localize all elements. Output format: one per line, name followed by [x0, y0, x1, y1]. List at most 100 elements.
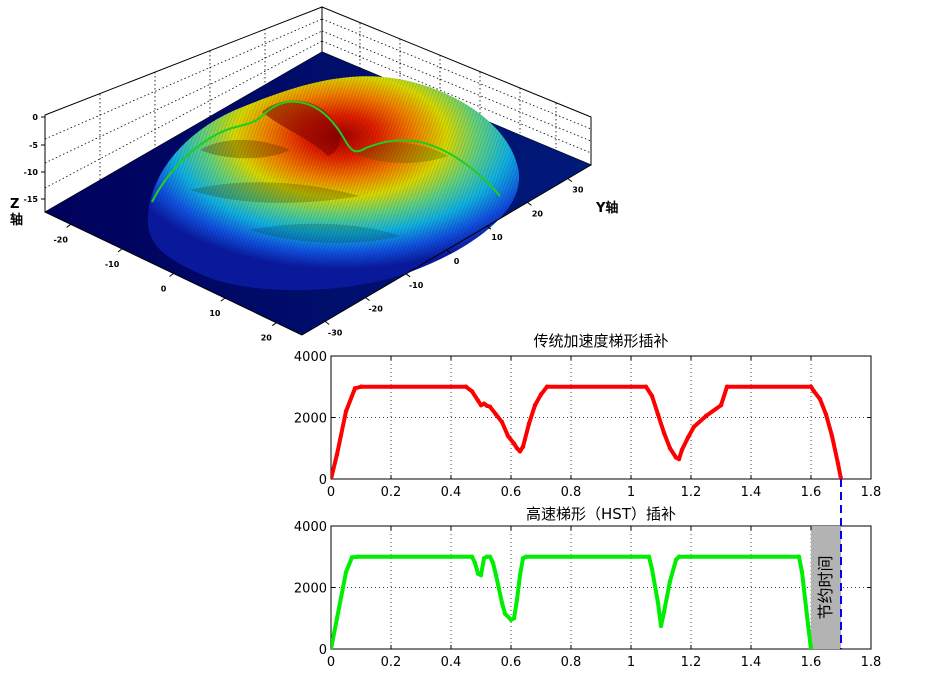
- y-tick-mark: [446, 249, 451, 254]
- y-ticks: 0 2000 4000: [294, 350, 871, 488]
- z-axis-ticks-3d: 0 -5 -10 -15: [24, 113, 45, 204]
- data-point: [658, 623, 664, 629]
- data-point: [475, 398, 481, 403]
- data-point: [334, 616, 340, 621]
- y-tick-label: 30: [572, 186, 584, 195]
- data-point: [502, 611, 508, 616]
- data-point: [511, 616, 517, 621]
- data-point: [487, 404, 493, 409]
- saved-time-label: 节约时间: [816, 555, 835, 619]
- data-point: [472, 560, 478, 566]
- x-tick-mark: [271, 322, 277, 327]
- data-point: [817, 396, 823, 402]
- x-tick-label: 0.6: [501, 485, 522, 500]
- y-tick-mark: [324, 320, 330, 325]
- data-point: [514, 446, 520, 451]
- x-tick-label: 0.8: [561, 485, 582, 500]
- data-point: [487, 554, 493, 559]
- x-tick-label: 0: [327, 655, 335, 670]
- data-point: [661, 609, 667, 615]
- data-point: [526, 421, 532, 426]
- x-tick-label: 20: [261, 334, 273, 343]
- data-point: [691, 424, 697, 429]
- data-point: [334, 452, 340, 457]
- y-tick-mark: [486, 225, 492, 230]
- data-point: [505, 433, 511, 439]
- series-group: [331, 554, 814, 649]
- chart-title: 传统加速度梯形插补: [533, 332, 668, 350]
- x-tick-label: 1.4: [741, 485, 762, 500]
- data-point: [352, 386, 358, 391]
- data-point: [799, 569, 805, 575]
- y-tick-label: 0: [319, 643, 327, 658]
- data-point: [523, 554, 529, 559]
- y-ticks: 0 2000 4000: [294, 520, 871, 658]
- data-point: [808, 646, 814, 649]
- x-tick-label: 0.8: [561, 655, 582, 670]
- data-point: [520, 444, 526, 449]
- x-tick-label: 1: [627, 485, 635, 500]
- data-point: [499, 600, 505, 606]
- data-point: [514, 597, 520, 602]
- x-tick-label: 0.4: [441, 655, 462, 670]
- x-tick-label: 1.2: [681, 655, 702, 670]
- data-point: [796, 554, 802, 559]
- y-axis-ticks-3d: -30 -20 -10 0 10 20 30: [324, 178, 584, 337]
- z-tick-label: -5: [29, 141, 38, 150]
- data-point: [646, 554, 652, 559]
- x-axis-ticks-3d: -20 -10 0 10 20: [53, 223, 277, 343]
- y-tick-label: -20: [368, 305, 383, 314]
- wall-grid-lines: [44, 18, 592, 191]
- data-point: [685, 435, 691, 440]
- data-point: [463, 384, 469, 389]
- data-point: [538, 392, 544, 397]
- data-point: [811, 389, 817, 394]
- x-tick-label: 1.2: [681, 485, 702, 500]
- data-point: [661, 430, 667, 436]
- x-tick-label: 0.6: [501, 655, 522, 670]
- y-tick-label: 4000: [294, 520, 327, 535]
- data-point: [805, 622, 811, 627]
- y-tick-label: 2000: [294, 582, 327, 597]
- data-point: [343, 569, 349, 575]
- grid-lines: [331, 356, 871, 479]
- y-tick-label: 2000: [294, 412, 327, 427]
- y-tick-mark: [527, 201, 532, 206]
- chart-hst: 高速梯形（HST）插补 节约时间 0 2000 4000 0 0.2 0.4 0.6 0.8…: [294, 505, 881, 670]
- data-point: [703, 413, 709, 419]
- x-tick-label: 0: [327, 485, 335, 500]
- x-tick-label: 1: [627, 655, 635, 670]
- x-tick-label: -10: [105, 260, 120, 269]
- x-tick-mark: [220, 297, 226, 302]
- z-axis-label-line2: 轴: [10, 212, 23, 228]
- data-point: [517, 573, 523, 578]
- y-tick-mark: [567, 178, 573, 183]
- saved-time-region: [811, 526, 841, 649]
- data-point: [544, 384, 550, 389]
- z-tick-label: -10: [24, 168, 39, 177]
- y-tick-mark: [405, 273, 411, 278]
- data-point: [676, 554, 682, 559]
- y-tick-mark: [365, 297, 370, 302]
- x-tick-label: 10: [209, 309, 221, 318]
- y-tick-label: 10: [491, 233, 503, 242]
- y-tick-label: 20: [532, 209, 544, 218]
- x-tick-label: 1.8: [861, 485, 882, 500]
- data-point: [478, 573, 484, 578]
- data-point: [667, 446, 673, 451]
- x-tick-label: -20: [53, 235, 68, 244]
- data-point: [355, 554, 361, 559]
- z-axis-label: Z: [10, 197, 19, 212]
- x-tick-label: 1.6: [801, 655, 822, 670]
- x-tick-mark: [169, 273, 174, 277]
- data-point: [517, 449, 523, 454]
- series-group: [331, 384, 844, 479]
- z-tick-label: -15: [24, 195, 39, 204]
- x-tick-label: 0.4: [441, 485, 462, 500]
- y-axis-label: Y轴: [595, 200, 618, 216]
- data-point: [493, 573, 499, 578]
- x-ticks: 0 0.2 0.4 0.6 0.8 1 1.2 1.4 1.6 1.8: [327, 356, 881, 500]
- data-point: [349, 555, 355, 560]
- data-point: [493, 412, 499, 417]
